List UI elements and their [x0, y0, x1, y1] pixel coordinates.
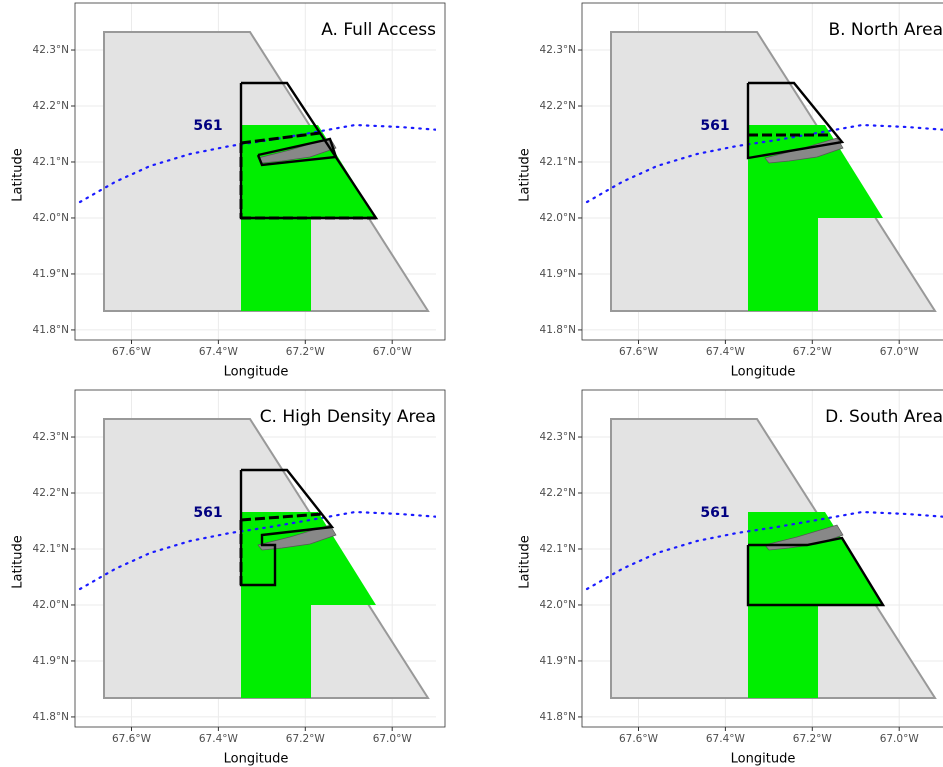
x-tick-label: 67.6°W [619, 346, 659, 358]
plot-area: 561 C. High Density Area [75, 390, 436, 727]
x-tick-label: 67.0°W [880, 733, 920, 745]
panel-title: C. High Density Area [260, 407, 436, 427]
x-tick-label: 67.2°W [286, 733, 326, 745]
y-tick-label: 42.2°N [540, 100, 576, 112]
y-axis-title: Latitude [11, 148, 26, 202]
y-tick-label: 42.0°N [540, 212, 576, 224]
y-axis-title: Latitude [518, 535, 533, 589]
x-axis-title: Longitude [224, 752, 289, 767]
y-tick-label: 42.0°N [540, 599, 576, 611]
panel-title: B. North Area [828, 20, 943, 40]
y-tick-label: 42.2°N [33, 100, 69, 112]
plot-border [74, 2, 446, 341]
closure-outline [746, 536, 886, 607]
y-tick-label: 41.8°N [33, 324, 69, 336]
x-tick-label: 67.0°W [880, 346, 920, 358]
x-tick-label: 67.2°W [793, 346, 833, 358]
closure-outline [746, 81, 845, 160]
map-panel: 561 C. High Density Area 67.6°W 67.4°W 67.2°… [11, 389, 446, 767]
x-tick-label: 67.0°W [373, 733, 413, 745]
y-tick-label: 42.3°N [33, 44, 69, 56]
y-axis-title: Latitude [518, 148, 533, 202]
access-area [748, 125, 883, 311]
y-tick-label: 42.2°N [33, 487, 69, 499]
x-axis-title: Longitude [731, 752, 796, 767]
y-tick-label: 41.8°N [540, 324, 576, 336]
plot-area: 561 A. Full Access [75, 3, 436, 340]
y-tick-label: 42.2°N [540, 487, 576, 499]
y-tick-label: 41.9°N [540, 268, 576, 280]
map-panel: 561 A. Full Access 67.6°W 67.4°W 67.2°W 67.0°… [11, 2, 446, 380]
x-tick-label: 67.6°W [112, 346, 152, 358]
panel-title: A. Full Access [321, 20, 436, 40]
panel-title: D. South Area [825, 407, 943, 427]
x-tick-label: 67.6°W [619, 733, 659, 745]
plot-area: 561 D. South Area [582, 390, 943, 727]
boundary-line [585, 510, 943, 591]
y-tick-label: 42.3°N [540, 44, 576, 56]
y-tick-label: 42.0°N [33, 599, 69, 611]
x-axis-title: Longitude [224, 365, 289, 380]
x-tick-label: 67.4°W [706, 346, 746, 358]
x-tick-label: 67.6°W [112, 733, 152, 745]
map-panel: 561 D. South Area 67.6°W 67.4°W 67.2°W 67.0°W… [518, 389, 943, 767]
boundary-line [585, 123, 943, 204]
y-tick-label: 42.3°N [33, 431, 69, 443]
y-tick-label: 42.3°N [540, 431, 576, 443]
boundary-line [78, 510, 436, 591]
plot-border [74, 389, 446, 728]
y-tick-label: 41.8°N [33, 711, 69, 723]
map-panel: 561 B. North Area 67.6°W 67.4°W 67.2°W 67.0°W… [518, 2, 943, 380]
y-tick-label: 41.9°N [33, 268, 69, 280]
y-tick-label: 42.1°N [540, 156, 576, 168]
y-tick-label: 42.1°N [540, 543, 576, 555]
x-tick-label: 67.4°W [199, 733, 239, 745]
x-axis-title: Longitude [731, 365, 796, 380]
x-tick-label: 67.2°W [286, 346, 326, 358]
y-tick-label: 42.1°N [33, 543, 69, 555]
x-tick-label: 67.0°W [373, 346, 413, 358]
x-tick-label: 67.4°W [199, 346, 239, 358]
area-label: 561 [193, 118, 222, 134]
plot-border [581, 2, 943, 341]
y-tick-label: 41.9°N [540, 655, 576, 667]
x-tick-label: 67.4°W [706, 733, 746, 745]
x-tick-label: 67.2°W [793, 733, 833, 745]
closure-outline [256, 137, 338, 167]
y-tick-label: 41.9°N [33, 655, 69, 667]
high-density [257, 524, 337, 551]
closure-outline [239, 468, 335, 587]
high-density [257, 137, 337, 164]
y-tick-label: 42.0°N [33, 212, 69, 224]
y-axis-title: Latitude [11, 535, 26, 589]
area-label: 561 [700, 118, 729, 134]
area-label: 561 [193, 505, 222, 521]
area-label: 561 [700, 505, 729, 521]
plot-border [581, 389, 943, 728]
y-tick-label: 41.8°N [540, 711, 576, 723]
plot-area: 561 B. North Area [582, 3, 943, 340]
y-tick-label: 42.1°N [33, 156, 69, 168]
